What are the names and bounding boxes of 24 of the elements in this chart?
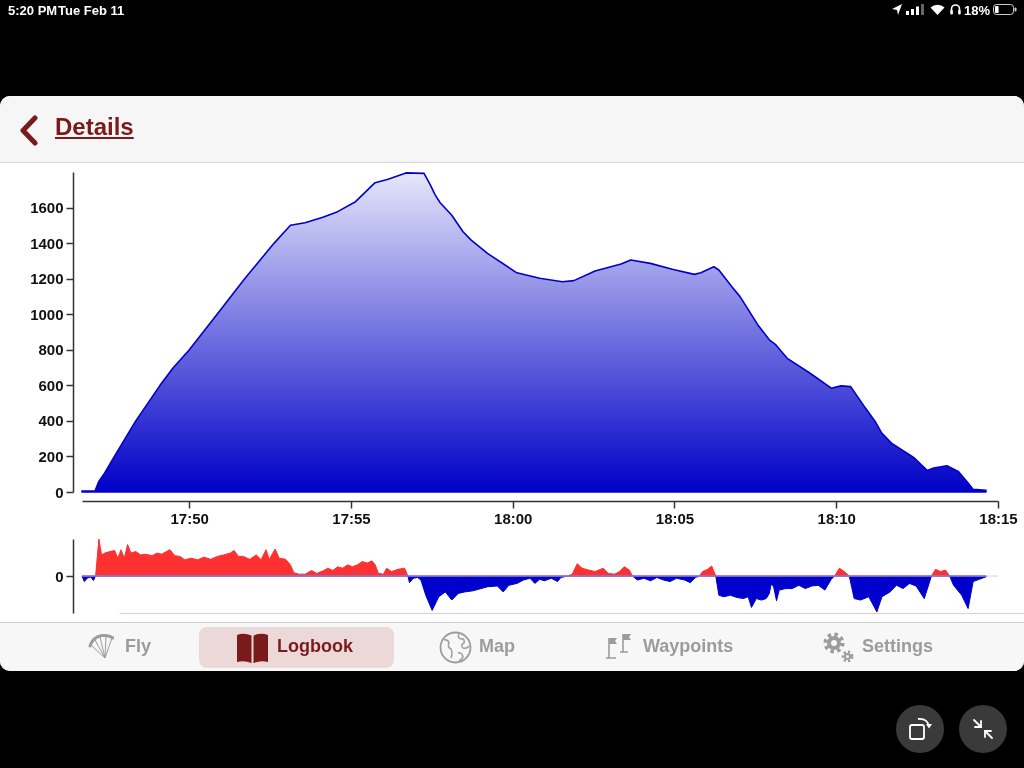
y-tick-label: 200	[38, 447, 64, 465]
text: Tue Feb 11	[58, 3, 125, 18]
y-tick-label: 400	[38, 412, 64, 430]
x-tick-label: 18:05	[655, 509, 695, 527]
text: Waypoints	[643, 636, 734, 657]
text: Map	[479, 636, 515, 657]
text: Fly	[125, 636, 152, 657]
chart-title: Details	[55, 112, 134, 142]
y-tick-label: 1400	[30, 234, 64, 252]
y-tick-label: 800	[38, 341, 64, 359]
text: 18%	[964, 3, 991, 18]
y-tick-label: 1200	[30, 270, 64, 288]
text: 5:20 PM	[8, 3, 58, 18]
x-tick-label: 18:15	[979, 509, 1018, 527]
text: Logbook	[277, 636, 353, 657]
x-tick-label: 17:55	[332, 509, 371, 527]
text: Settings	[862, 636, 934, 657]
x-tick-label: 18:00	[494, 509, 533, 527]
y-tick-label: 600	[38, 376, 64, 394]
x-tick-label: 18:10	[817, 509, 856, 527]
x-tick-label: 17:50	[170, 509, 209, 527]
y-tick-label: 1000	[30, 305, 64, 323]
y-tick-label: 1600	[30, 199, 64, 217]
y-tick-label: 0	[55, 483, 64, 501]
